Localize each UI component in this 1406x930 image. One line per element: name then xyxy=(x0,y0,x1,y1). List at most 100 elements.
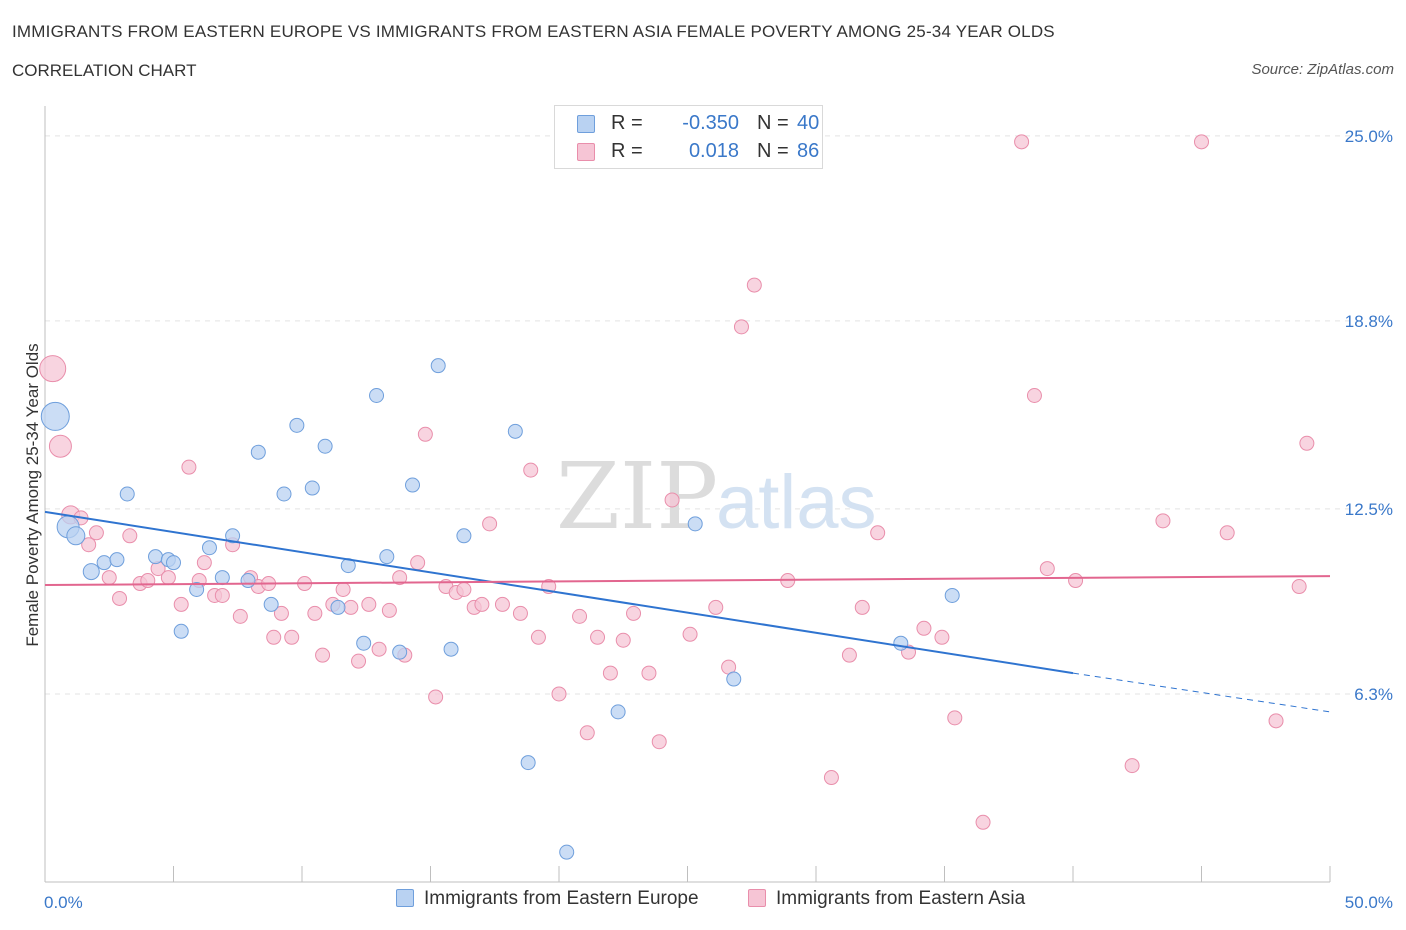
correlation-legend: R = -0.350 N = 40 R = 0.018 N = 86 xyxy=(554,105,823,169)
eastern-europe-point xyxy=(250,444,266,460)
eastern-europe-point xyxy=(40,401,70,431)
legend-r-value: -0.350 xyxy=(682,112,739,134)
eastern-europe-point xyxy=(456,528,472,544)
y-axis-label: Female Poverty Among 25-34 Year Olds xyxy=(23,343,42,646)
eastern-asia-point xyxy=(48,434,72,458)
eastern-europe-point xyxy=(330,599,346,615)
eastern-asia-point xyxy=(854,599,870,615)
eastern-europe-point xyxy=(119,486,135,502)
eastern-asia-point xyxy=(1299,435,1315,451)
eastern-europe-point xyxy=(687,516,703,532)
eastern-asia-point xyxy=(181,459,197,475)
eastern-asia-point xyxy=(196,555,212,571)
eastern-europe-point xyxy=(276,486,292,502)
eastern-asia-point xyxy=(947,710,963,726)
eastern-asia-point xyxy=(140,573,156,589)
eastern-asia-point xyxy=(428,689,444,705)
eastern-asia-point xyxy=(410,555,426,571)
eastern-asia-point xyxy=(512,605,528,621)
eastern-asia-point xyxy=(266,629,282,645)
eastern-europe-point xyxy=(96,555,112,571)
eastern-europe-point xyxy=(201,540,217,556)
bottom-legend-label: Immigrants from Eastern Asia xyxy=(776,888,1026,909)
legend-n-value: 40 xyxy=(797,112,820,134)
bottom-legend-swatch-pink xyxy=(748,889,766,907)
eastern-asia-point xyxy=(81,537,97,553)
eastern-asia-point xyxy=(351,653,367,669)
y-tick-label: 25.0% xyxy=(1345,127,1393,146)
eastern-asia-point xyxy=(651,734,667,750)
eastern-asia-point xyxy=(1291,579,1307,595)
eastern-europe-trend-line xyxy=(44,510,1074,675)
eastern-asia-point xyxy=(307,605,323,621)
eastern-europe-point xyxy=(166,555,181,571)
eastern-asia-point xyxy=(615,632,631,648)
y-tick-label: 12.5% xyxy=(1345,500,1393,519)
eastern-asia-point xyxy=(1155,513,1171,529)
eastern-asia-point xyxy=(160,570,176,586)
y-tick-label: 18.8% xyxy=(1345,312,1393,331)
eastern-asia-point xyxy=(101,570,117,586)
bottom-legend-eastern-asia: Immigrants from Eastern Asia xyxy=(748,888,1025,910)
eastern-asia-point xyxy=(934,629,950,645)
eastern-asia-point xyxy=(232,608,248,624)
eastern-asia-point xyxy=(392,570,408,586)
series-eastern-asia-points xyxy=(39,134,1315,830)
trend-lines xyxy=(44,510,1331,713)
eastern-asia-point xyxy=(1068,573,1084,589)
eastern-asia-point xyxy=(1194,134,1209,150)
eastern-asia-point xyxy=(482,516,498,532)
eastern-europe-point xyxy=(610,704,626,720)
eastern-europe-point xyxy=(405,477,421,493)
eastern-asia-point xyxy=(746,277,762,293)
legend-n-label: N = xyxy=(757,112,789,134)
eastern-asia-point xyxy=(916,620,932,636)
chart-title: IMMIGRANTS FROM EASTERN EUROPE VS IMMIGR… xyxy=(12,22,1055,41)
watermark: ZIP atlas xyxy=(556,443,877,550)
eastern-europe-point xyxy=(559,844,575,860)
eastern-asia-point xyxy=(823,770,839,786)
eastern-europe-point xyxy=(304,480,320,496)
eastern-europe-point xyxy=(726,671,742,687)
eastern-asia-point xyxy=(214,587,230,603)
eastern-asia-point xyxy=(361,596,377,612)
eastern-europe-point xyxy=(379,549,395,565)
x-tick-label: 0.0% xyxy=(44,893,83,912)
eastern-europe-point xyxy=(520,755,536,771)
eastern-asia-point xyxy=(664,492,680,508)
legend-r-label: R = xyxy=(611,112,643,134)
eastern-asia-point xyxy=(841,647,857,663)
eastern-asia-point xyxy=(284,629,300,645)
eastern-asia-point xyxy=(1268,713,1284,729)
eastern-europe-point xyxy=(289,417,305,433)
bottom-legend-label: Immigrants from Eastern Europe xyxy=(424,888,699,909)
eastern-asia-point xyxy=(494,596,510,612)
eastern-europe-point xyxy=(189,582,205,598)
eastern-europe-point xyxy=(893,635,909,651)
eastern-asia-point xyxy=(641,665,657,681)
eastern-asia-point xyxy=(523,462,539,478)
source-credit: Source: ZipAtlas.com xyxy=(1251,61,1394,78)
eastern-asia-trend-line xyxy=(44,575,1331,587)
bottom-legend-swatch-blue xyxy=(396,889,414,907)
eastern-asia-point xyxy=(173,596,189,612)
eastern-europe-point xyxy=(944,587,960,603)
eastern-europe-point xyxy=(214,570,230,586)
eastern-europe-point xyxy=(369,388,385,404)
eastern-asia-point xyxy=(590,629,606,645)
eastern-asia-point xyxy=(39,355,67,383)
eastern-asia-point xyxy=(708,599,724,615)
watermark-atlas: atlas xyxy=(716,460,877,545)
eastern-asia-point xyxy=(602,665,618,681)
eastern-asia-point xyxy=(456,582,472,598)
eastern-asia-point xyxy=(626,605,642,621)
eastern-asia-point xyxy=(417,426,433,442)
eastern-asia-point xyxy=(371,641,387,657)
eastern-asia-point xyxy=(122,528,138,544)
eastern-asia-point xyxy=(579,725,595,741)
eastern-europe-point xyxy=(225,528,241,544)
eastern-europe-point xyxy=(240,573,256,589)
eastern-europe-point xyxy=(392,644,408,660)
eastern-europe-point xyxy=(430,358,446,374)
eastern-asia-point xyxy=(343,599,359,615)
